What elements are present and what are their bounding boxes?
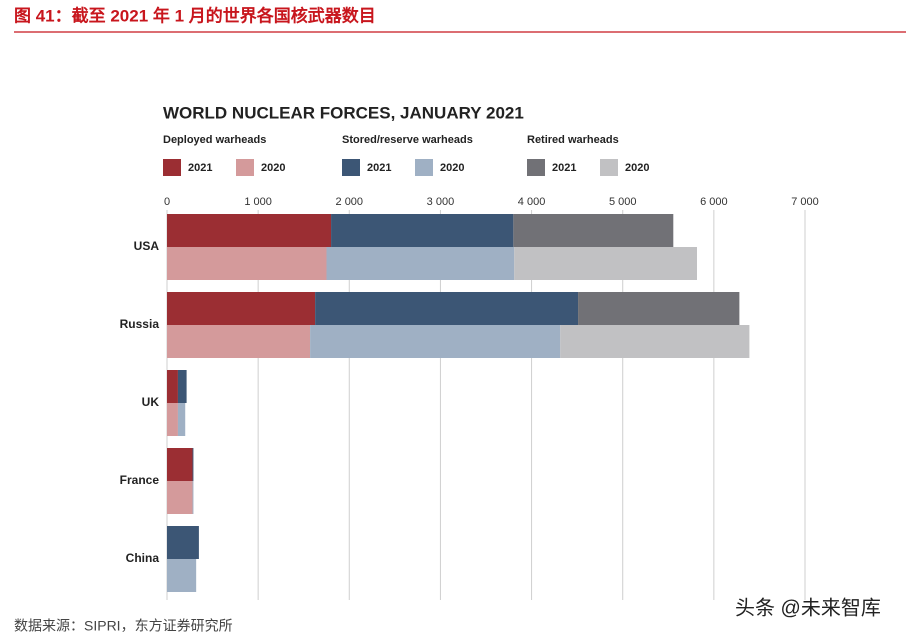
legend-label: 2021	[552, 162, 576, 174]
y-tick-label: China	[126, 551, 160, 565]
bar-segment	[167, 559, 197, 592]
bar-segment	[167, 403, 178, 436]
bar-segment	[315, 292, 579, 325]
y-tick-label: Russia	[120, 317, 160, 331]
bar-segment	[310, 325, 561, 358]
legend-label: 2020	[440, 162, 464, 174]
bar-segment	[177, 370, 187, 403]
legend-swatch	[163, 159, 181, 176]
legend-group-title: Stored/reserve warheads	[342, 134, 473, 146]
bar-segment	[177, 403, 186, 436]
bar-segment	[326, 247, 515, 280]
legend-label: 2020	[625, 162, 649, 174]
legend-swatch	[342, 159, 360, 176]
bar-segment	[167, 214, 332, 247]
y-tick-label: USA	[134, 239, 160, 253]
bar-segment	[167, 448, 193, 481]
bar-segment	[192, 481, 194, 514]
figure-title: 图 41：截至 2021 年 1 月的世界各国核武器数目	[14, 5, 376, 25]
legend-swatch	[415, 159, 433, 176]
x-tick-label: 7 000	[791, 196, 819, 208]
legend-swatch	[527, 159, 545, 176]
legend-label: 2021	[367, 162, 391, 174]
bar-segment	[167, 292, 316, 325]
x-tick-label: 6 000	[700, 196, 728, 208]
x-tick-label: 4 000	[518, 196, 546, 208]
bar-segment	[167, 247, 327, 280]
y-tick-label: UK	[142, 395, 160, 409]
source: 数据来源：SIPRI，东方证券研究所	[14, 618, 233, 634]
watermark: 头条 @未来智库	[735, 596, 881, 619]
bar-segment	[167, 370, 178, 403]
legend-swatch	[600, 159, 618, 176]
x-tick-label: 1 000	[244, 196, 272, 208]
legend-label: 2020	[261, 162, 285, 174]
y-tick-label: France	[120, 473, 160, 487]
bar-segment	[192, 448, 194, 481]
bar-segment	[167, 325, 311, 358]
bar-segment	[578, 292, 740, 325]
bar-segment	[560, 325, 750, 358]
x-tick-label: 0	[164, 196, 170, 208]
legend-label: 2021	[188, 162, 212, 174]
chart-title: WORLD NUCLEAR FORCES, JANUARY 2021	[163, 103, 524, 122]
legend-swatch	[236, 159, 254, 176]
legend-group-title: Deployed warheads	[163, 134, 266, 146]
bar-segment	[513, 214, 674, 247]
x-tick-label: 2 000	[336, 196, 364, 208]
bar-segment	[514, 247, 697, 280]
bar-segment	[331, 214, 514, 247]
bar-segment	[167, 526, 199, 559]
bar-segment	[167, 481, 193, 514]
x-tick-label: 3 000	[427, 196, 455, 208]
x-tick-label: 5 000	[609, 196, 637, 208]
legend-group-title: Retired warheads	[527, 134, 619, 146]
